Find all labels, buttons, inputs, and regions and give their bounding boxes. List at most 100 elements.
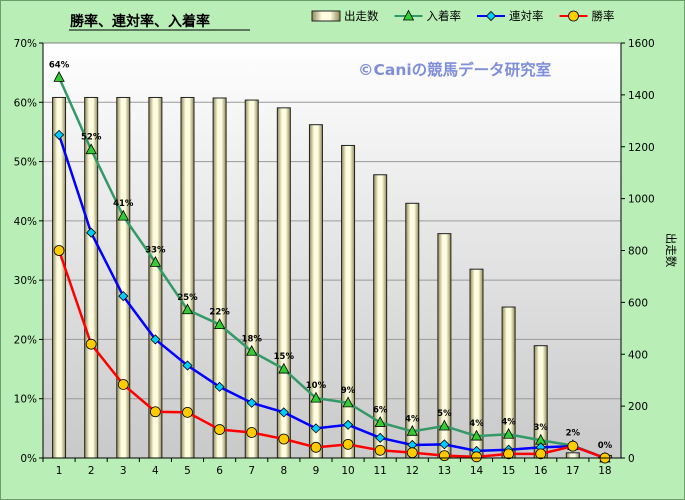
bar xyxy=(469,268,484,459)
data-label: 10% xyxy=(306,381,327,391)
data-label: 41% xyxy=(113,199,134,209)
y-left-tick-label: 20% xyxy=(14,334,37,346)
diamond-marker xyxy=(278,407,289,418)
x-tick-label: 10 xyxy=(341,465,354,477)
circle-marker xyxy=(567,440,579,452)
data-label: 15% xyxy=(274,352,295,362)
y-axis-right-label: 出走数 xyxy=(664,233,678,268)
diamond-marker xyxy=(53,129,65,140)
bar xyxy=(341,144,356,459)
chart-title: 勝率、連対率、入着率 xyxy=(70,13,210,30)
data-label: 0% xyxy=(598,441,613,451)
y-right-tick-label: 1400 xyxy=(628,90,655,102)
data-label: 6% xyxy=(373,405,388,415)
circle-marker xyxy=(342,438,354,450)
y-left-tick-label: 70% xyxy=(14,38,37,50)
legend-label: 入着率 xyxy=(427,9,462,23)
circle-marker xyxy=(503,448,515,460)
bar xyxy=(148,96,163,459)
circle-marker xyxy=(117,379,129,390)
data-label: 5% xyxy=(437,409,452,419)
x-tick-label: 3 xyxy=(120,465,127,477)
x-tick-label: 12 xyxy=(406,465,419,477)
triangle-marker xyxy=(213,318,226,330)
x-tick-label: 1 xyxy=(56,465,63,477)
line-series xyxy=(53,71,611,464)
y-left-tick-label: 10% xyxy=(14,394,37,406)
data-label: 4% xyxy=(469,419,484,429)
diamond-marker xyxy=(150,334,161,345)
triangle-marker xyxy=(246,344,258,356)
bar xyxy=(565,452,580,459)
x-tick-label: 4 xyxy=(152,465,159,477)
triangle-marker xyxy=(502,427,515,439)
diamond-marker xyxy=(214,381,225,392)
circle-marker xyxy=(568,10,579,22)
triangle-marker xyxy=(149,255,162,267)
data-label: 18% xyxy=(242,334,263,344)
legend-swatch-bar xyxy=(311,10,341,22)
y-left-tick-label: 60% xyxy=(14,97,37,109)
triangle-marker xyxy=(470,429,483,441)
x-tick-label: 18 xyxy=(598,465,611,477)
data-label: 4% xyxy=(405,414,420,424)
diamond-marker xyxy=(485,10,497,22)
x-tick-label: 14 xyxy=(470,465,484,477)
x-tick-label: 13 xyxy=(438,465,451,477)
bar xyxy=(373,174,388,459)
legend-label: 連対率 xyxy=(509,9,544,23)
y-left-tick-label: 50% xyxy=(14,157,37,169)
x-tick-label: 8 xyxy=(280,465,287,477)
y-left-tick-label: 0% xyxy=(20,453,37,465)
legend-label: 出走数 xyxy=(344,9,379,23)
circle-marker xyxy=(471,451,482,463)
circle-marker xyxy=(53,245,65,256)
series-line xyxy=(57,134,606,460)
triangle-marker xyxy=(342,396,354,408)
legend: 出走数 入着率 連対率 勝率 xyxy=(311,9,615,23)
diamond-marker xyxy=(310,423,322,434)
diamond-marker xyxy=(182,360,193,371)
circle-marker xyxy=(406,447,418,459)
y-left-tick-label: 40% xyxy=(14,216,37,228)
circle-marker xyxy=(214,424,226,435)
bar-series xyxy=(52,96,612,459)
triangle-marker xyxy=(181,303,194,315)
x-tick-label: 7 xyxy=(248,465,255,477)
triangle-marker xyxy=(117,209,129,221)
data-label: 52% xyxy=(81,133,102,143)
data-label: 33% xyxy=(145,245,166,255)
data-label: 9% xyxy=(341,386,356,396)
series-line xyxy=(57,76,606,460)
bar xyxy=(276,107,291,459)
circle-marker xyxy=(310,441,322,453)
triangle-marker xyxy=(438,419,451,431)
diamond-marker xyxy=(342,419,354,430)
y-right-tick-label: 800 xyxy=(628,246,648,258)
x-tick-label: 2 xyxy=(88,465,95,477)
y-right-tick-label: 600 xyxy=(628,297,648,309)
diamond-marker xyxy=(375,432,386,443)
bar xyxy=(212,97,227,459)
y-right-tick-label: 1200 xyxy=(628,142,655,154)
diamond-marker xyxy=(246,397,257,408)
circle-marker xyxy=(85,338,97,350)
circle-marker xyxy=(149,406,161,418)
triangle-marker xyxy=(374,416,386,427)
x-tick-label: 17 xyxy=(566,465,579,477)
y-right-tick-label: 1600 xyxy=(628,38,655,50)
x-tick-label: 16 xyxy=(534,465,548,477)
diamond-marker xyxy=(118,291,129,302)
y-right-tick-label: 0 xyxy=(628,453,635,465)
bar xyxy=(116,96,131,459)
x-tick-label: 6 xyxy=(216,465,223,477)
triangle-marker xyxy=(402,9,415,21)
diamond-marker xyxy=(86,227,97,238)
bar xyxy=(308,124,323,459)
axes: 0%10%20%30%40%50%60%70%02004006008001000… xyxy=(14,38,655,477)
circle-marker xyxy=(246,427,258,438)
data-label: 22% xyxy=(209,308,230,318)
triangle-marker xyxy=(85,143,97,155)
x-tick-label: 5 xyxy=(184,465,191,477)
